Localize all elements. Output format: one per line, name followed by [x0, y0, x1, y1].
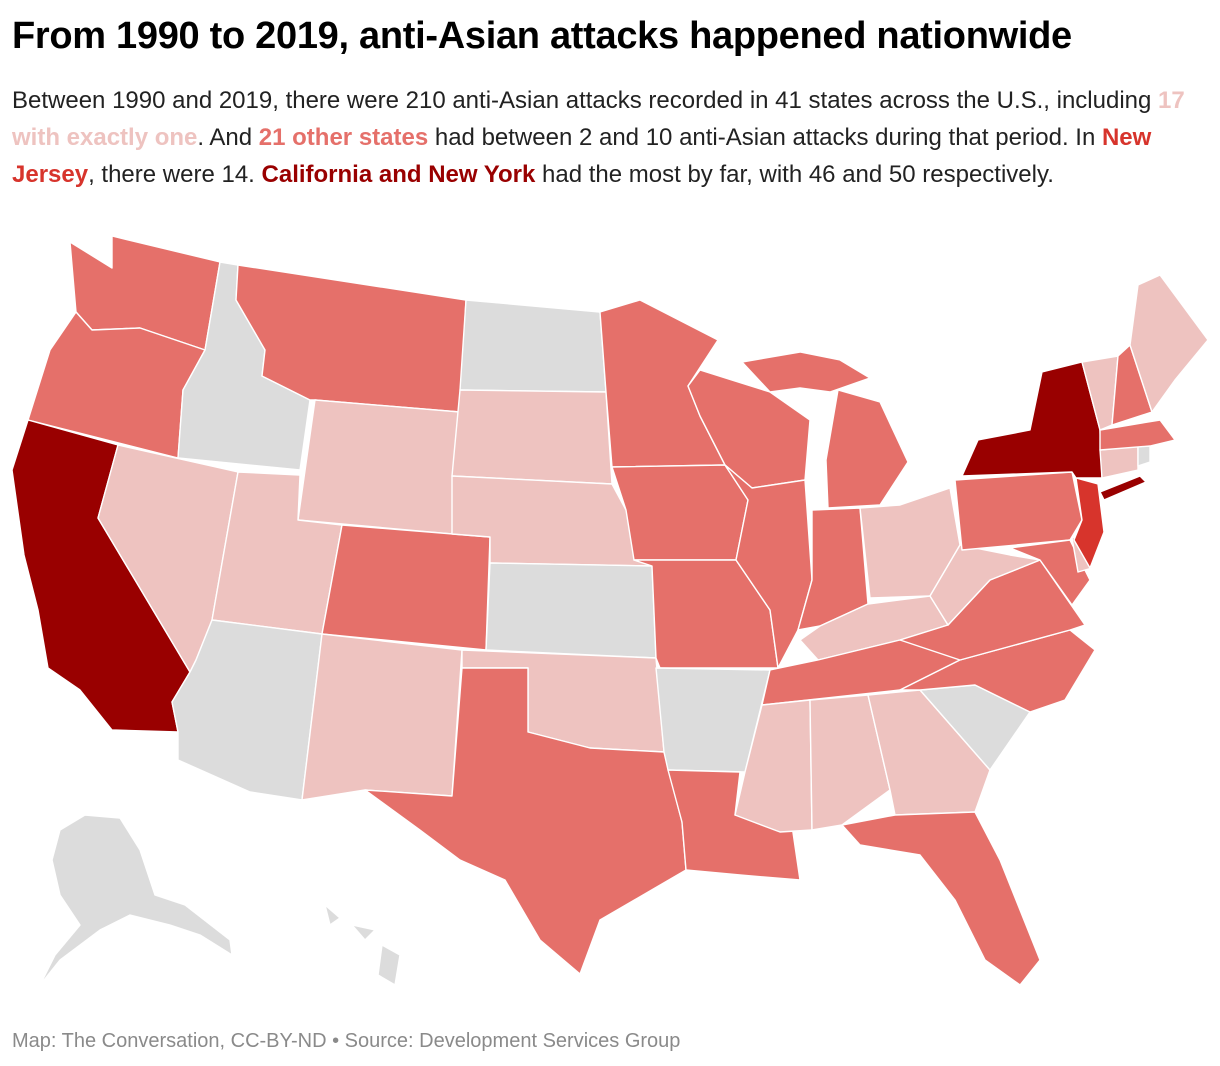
state-michigan-upper[interactable]: [741, 351, 871, 393]
state-alaska[interactable]: [39, 814, 233, 986]
desc-part-5: had the most by far, with 46 and 50 resp…: [535, 161, 1054, 188]
desc-part-4: , there were 14.: [88, 161, 262, 188]
legend-one-attack: 17 with exactly one: [12, 87, 1185, 151]
state-connecticut[interactable]: [1099, 445, 1139, 479]
state-rhode-island[interactable]: [1137, 445, 1151, 467]
state-kansas[interactable]: [485, 562, 657, 659]
us-choropleth-map: [11, 235, 1209, 986]
state-illinois[interactable]: [724, 464, 813, 669]
desc-part-1: Between 1990 and 2019, there were 210 an…: [12, 87, 1159, 114]
desc-part-2: . And: [197, 124, 259, 151]
state-texas[interactable]: [364, 667, 687, 975]
legend-two-to-ten: 21 other states: [258, 124, 429, 151]
state-new-york[interactable]: [961, 361, 1103, 479]
state-pennsylvania[interactable]: [954, 471, 1083, 551]
state-hawaii[interactable]: [324, 904, 401, 986]
state-iowa[interactable]: [611, 464, 749, 561]
state-maine[interactable]: [1129, 274, 1209, 413]
source-credit: Map: The Conversation, CC-BY-ND • Source…: [12, 1030, 681, 1052]
legend-ca-ny: California and New York: [261, 161, 536, 188]
state-long-island[interactable]: [1099, 475, 1147, 501]
state-new-jersey[interactable]: [1073, 477, 1105, 569]
state-north-dakota[interactable]: [459, 299, 607, 393]
desc-part-3: had between 2 and 10 anti-Asian attacks …: [428, 124, 1102, 151]
state-michigan[interactable]: [825, 389, 909, 509]
state-massachusetts[interactable]: [1099, 419, 1176, 451]
state-colorado[interactable]: [321, 524, 491, 651]
legend-new-jersey: New Jersey: [12, 124, 1152, 188]
state-louisiana[interactable]: [667, 769, 801, 881]
state-new-mexico[interactable]: [301, 633, 463, 801]
state-florida[interactable]: [841, 811, 1041, 986]
state-south-dakota[interactable]: [451, 389, 613, 485]
map-description: Between 1990 and 2019, there were 210 an…: [12, 82, 1208, 193]
page-title: From 1990 to 2019, anti-Asian attacks ha…: [12, 15, 1072, 57]
state-alabama[interactable]: [809, 694, 891, 831]
state-wyoming[interactable]: [297, 399, 461, 535]
state-maryland[interactable]: [1009, 539, 1091, 606]
